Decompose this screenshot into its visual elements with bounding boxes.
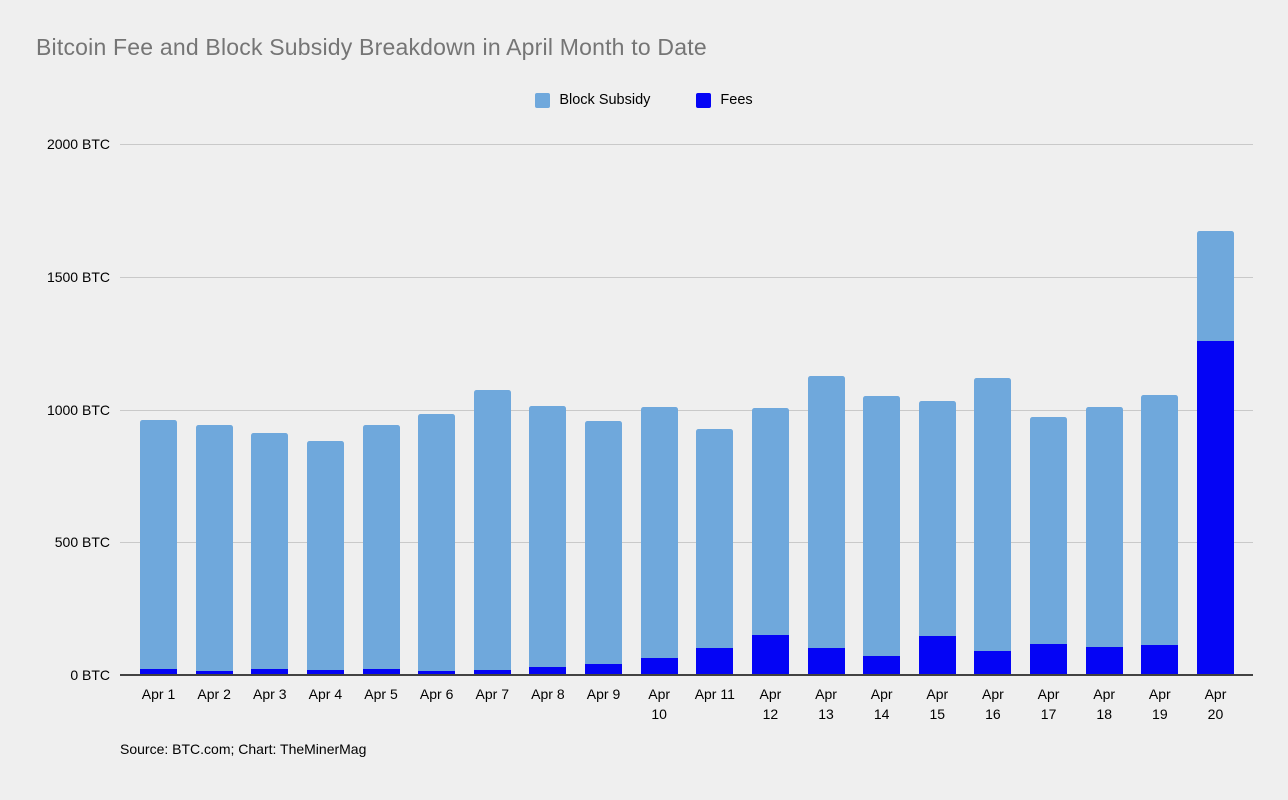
fees-bar-apr-11[interactable]: [696, 648, 734, 675]
x-tick-label: Apr 14: [870, 686, 893, 722]
gridline: [120, 542, 1253, 544]
block-subsidy-bar-apr-16[interactable]: [974, 377, 1012, 651]
block-subsidy-bar-apr-4[interactable]: [306, 440, 344, 670]
legend: Block Subsidy Fees: [0, 88, 1288, 112]
block-subsidy-bar-apr-18[interactable]: [1085, 406, 1123, 648]
fees-bar-apr-8[interactable]: [529, 667, 567, 675]
block-subsidy-bar-apr-3[interactable]: [251, 432, 289, 669]
x-tick-label: Apr 12: [759, 686, 782, 722]
block-subsidy-bar-apr-12[interactable]: [751, 407, 789, 635]
y-tick-label: 500 BTC: [54, 534, 110, 551]
block-subsidy-bar-apr-8[interactable]: [529, 405, 567, 668]
x-tick-label: Apr 15: [926, 686, 949, 722]
x-tick-label: Apr 18: [1093, 686, 1116, 722]
fees-bar-apr-14[interactable]: [863, 656, 901, 675]
x-tick-label: Apr 5: [364, 686, 398, 702]
chart-title: Bitcoin Fee and Block Subsidy Breakdown …: [36, 34, 707, 60]
x-tick-label: Apr 13: [815, 686, 837, 722]
legend-item-block-subsidy[interactable]: Block Subsidy: [535, 92, 650, 108]
fees-bar-apr-3[interactable]: [251, 668, 289, 675]
x-tick-label: Apr 20: [1204, 686, 1227, 722]
block-subsidy-bar-apr-20[interactable]: [1196, 230, 1234, 342]
fees-bar-apr-17[interactable]: [1030, 644, 1068, 675]
x-tick-label: Apr 11: [694, 686, 735, 702]
block-subsidy-bar-apr-15[interactable]: [918, 401, 956, 636]
block-subsidy-bar-apr-2[interactable]: [195, 424, 233, 671]
x-tick-label: Apr 9: [586, 686, 621, 702]
x-tick-label: Apr 3: [253, 686, 287, 702]
x-tick-label: Apr 19: [1148, 686, 1171, 722]
block-subsidy-bar-apr-1[interactable]: [140, 419, 177, 670]
x-tick-label: Apr 16: [982, 686, 1004, 722]
source-note: Source: BTC.com; Chart: TheMinerMag: [120, 741, 367, 757]
fees-bar-apr-18[interactable]: [1085, 647, 1123, 675]
x-tick-label: Apr 2: [197, 686, 231, 702]
fees-bar-apr-2[interactable]: [195, 670, 233, 675]
fees-bar-apr-7[interactable]: [473, 669, 511, 675]
fees-swatch-icon: [696, 92, 712, 108]
x-tick-label: Apr 4: [308, 686, 343, 702]
gridline: [120, 276, 1253, 278]
y-tick-label: 1500 BTC: [46, 268, 110, 285]
fees-bar-apr-5[interactable]: [362, 669, 400, 675]
y-tick-label: 1000 BTC: [46, 401, 110, 418]
fees-bar-apr-9[interactable]: [585, 663, 623, 675]
fees-bar-apr-4[interactable]: [306, 669, 344, 675]
x-tick-label: Apr 7: [475, 686, 509, 702]
block-subsidy-bar-apr-11[interactable]: [696, 429, 734, 649]
x-tick-label: Apr 8: [531, 686, 565, 702]
fees-bar-apr-19[interactable]: [1141, 644, 1179, 675]
block-subsidy-bar-apr-9[interactable]: [585, 421, 623, 664]
fees-bar-apr-1[interactable]: [140, 669, 177, 675]
fees-bar-apr-15[interactable]: [918, 635, 956, 675]
x-tick-label: Apr 1: [141, 686, 176, 702]
x-axis-line: [120, 674, 1253, 676]
fees-bar-apr-16[interactable]: [974, 650, 1012, 675]
y-tick-label: 2000 BTC: [46, 136, 110, 152]
block-subsidy-bar-apr-14[interactable]: [863, 396, 901, 657]
x-tick-label: Apr 17: [1037, 686, 1060, 722]
block-subsidy-bar-apr-10[interactable]: [640, 407, 678, 659]
x-tick-label: Apr 10: [648, 686, 671, 722]
fees-bar-apr-13[interactable]: [807, 648, 845, 675]
legend-item-fees[interactable]: Fees: [696, 92, 753, 108]
y-tick-label: 0 BTC: [70, 667, 110, 683]
legend-label-block-subsidy: Block Subsidy: [559, 92, 651, 108]
x-tick-label: Apr 6: [419, 686, 454, 702]
fees-bar-apr-20[interactable]: [1196, 341, 1234, 675]
block-subsidy-bar-apr-19[interactable]: [1141, 394, 1179, 645]
x-axis-labels: Apr 1 Apr 2 Apr 3 Apr 4 Apr 5 Apr 6 Apr 7 Apr 8…: [120, 684, 1253, 728]
plot-area: [120, 144, 1253, 676]
y-axis-labels: 2000 BTC 1500 BTC 1000 BTC 500 BTC 0 BTC: [0, 136, 110, 683]
gridline: [120, 409, 1253, 411]
block-subsidy-bar-apr-7[interactable]: [473, 389, 511, 670]
fees-bar-apr-6[interactable]: [418, 671, 456, 675]
block-subsidy-swatch-icon: [535, 92, 551, 108]
fees-bar-apr-12[interactable]: [751, 634, 789, 675]
legend-label-fees: Fees: [720, 92, 753, 108]
block-subsidy-bar-apr-6[interactable]: [418, 413, 456, 672]
block-subsidy-bar-apr-17[interactable]: [1030, 417, 1068, 645]
block-subsidy-bar-apr-5[interactable]: [362, 425, 400, 670]
fees-bar-apr-10[interactable]: [640, 658, 678, 675]
block-subsidy-bar-apr-13[interactable]: [807, 376, 845, 649]
gridline: [120, 144, 1253, 145]
